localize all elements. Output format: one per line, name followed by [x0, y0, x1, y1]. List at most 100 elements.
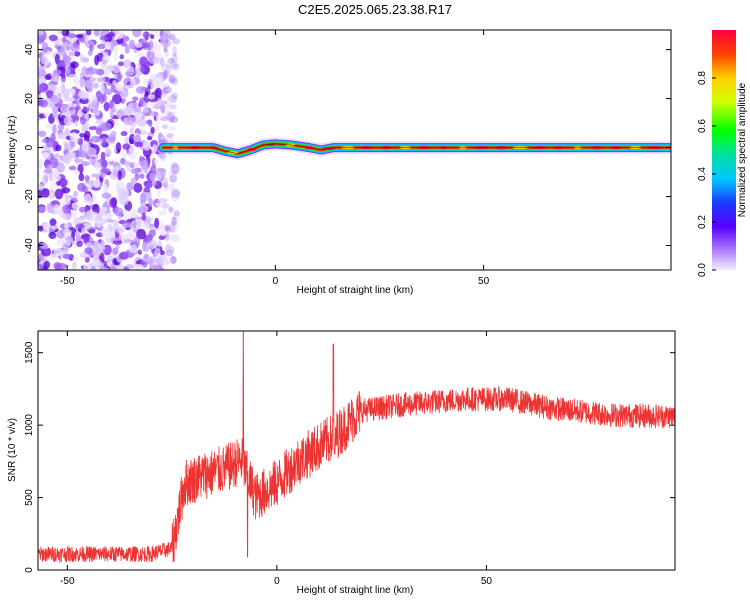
noise-blob	[147, 255, 157, 265]
noise-blob	[168, 95, 177, 103]
noise-blob	[38, 94, 42, 101]
noise-blob	[110, 130, 117, 137]
noise-blob	[158, 198, 168, 204]
noise-blob	[130, 78, 136, 88]
noise-blob	[65, 67, 71, 75]
noise-blob	[154, 103, 161, 108]
noise-blob	[120, 131, 128, 137]
noise-blob	[152, 57, 160, 64]
noise-blob	[81, 227, 87, 235]
noise-blob	[130, 213, 135, 218]
noise-blob	[171, 169, 177, 175]
snr-panel: -50 0 50 0 500 1000 1500 Height of straight l…	[7, 330, 676, 596]
noise-blob	[71, 141, 76, 148]
noise-blob	[144, 91, 149, 97]
noise-blob	[95, 161, 102, 171]
noise-blob	[148, 197, 153, 208]
noise-blob	[168, 223, 176, 233]
noise-blob	[56, 40, 64, 46]
noise-blob	[112, 236, 122, 241]
noise-blob	[126, 182, 134, 192]
noise-blob	[87, 49, 93, 56]
noise-blob	[127, 150, 138, 160]
noise-blob	[46, 203, 55, 214]
noise-blob	[167, 114, 172, 119]
plot-frame	[37, 29, 672, 271]
noise-blob	[161, 63, 172, 75]
noise-blob	[46, 164, 54, 170]
noise-blob	[101, 83, 105, 94]
noise-blob	[68, 106, 74, 111]
noise-blob	[166, 241, 173, 252]
noise-blob	[112, 93, 122, 105]
x-axis-label: Height of straight line (km)	[297, 585, 414, 596]
noise-blob	[38, 66, 46, 77]
noise-blob	[38, 130, 47, 137]
colorbar-tick-label: 0.0	[697, 263, 708, 277]
noise-blob	[132, 96, 139, 102]
noise-blob	[99, 239, 105, 248]
noise-blob	[129, 127, 135, 134]
noise-blob	[144, 234, 153, 243]
noise-blob	[62, 36, 67, 43]
noise-blob	[60, 104, 69, 114]
noise-blob	[83, 193, 93, 205]
noise-blob	[164, 63, 173, 69]
noise-blob	[111, 106, 117, 113]
noise-blob	[115, 83, 124, 92]
noise-blob	[106, 64, 114, 71]
noise-blob	[138, 155, 144, 166]
noise-blob	[100, 267, 110, 270]
noise-blob	[38, 206, 46, 214]
noise-blob	[59, 178, 68, 188]
colorbar-tick-label: 0.6	[697, 119, 708, 133]
noise-blob	[81, 185, 88, 193]
noise-blob	[113, 52, 118, 61]
noise-blob	[115, 142, 122, 153]
noise-blob	[171, 189, 181, 198]
noise-blob	[167, 58, 175, 64]
noise-blob	[110, 264, 115, 270]
noise-blob	[168, 206, 174, 213]
noise-blob	[64, 222, 69, 229]
noise-blob	[69, 132, 79, 142]
noise-blob	[78, 173, 85, 182]
noise-blob	[142, 140, 151, 151]
noise-blob	[95, 127, 103, 135]
noise-blob	[171, 226, 178, 233]
noise-blob	[52, 105, 58, 114]
noise-blob	[74, 51, 81, 57]
noise-blob	[44, 168, 53, 174]
noise-blob	[162, 86, 172, 94]
noise-blob	[166, 30, 172, 38]
noise-blob	[46, 99, 54, 108]
noise-blob	[96, 77, 107, 83]
noise-blob	[155, 121, 160, 132]
y-tick-label: 40	[24, 44, 35, 56]
x-axis-label: Height of straight line (km)	[297, 285, 414, 296]
noise-blob	[38, 225, 44, 232]
noise-blob	[171, 216, 177, 226]
noise-blob	[170, 161, 179, 170]
noise-blob	[75, 223, 85, 229]
y-tick-label: 500	[24, 489, 35, 506]
noise-blob	[171, 92, 179, 100]
noise-blob	[135, 42, 143, 48]
noise-blob	[159, 257, 167, 268]
noise-blob	[150, 126, 155, 134]
noise-blob	[136, 219, 142, 228]
noise-blob	[152, 45, 161, 55]
noise-blob	[160, 121, 168, 129]
noise-blob	[166, 183, 176, 191]
noise-blob	[84, 79, 93, 88]
noise-blob	[153, 158, 159, 166]
noise-blob	[170, 255, 177, 264]
x-tick-label: -50	[60, 276, 75, 287]
x-tick-label: 0	[274, 576, 280, 587]
noise-blob	[91, 173, 101, 178]
noise-blob	[127, 43, 135, 49]
noise-blob	[89, 44, 94, 52]
noise-blob	[48, 84, 58, 91]
noise-blob	[171, 53, 178, 63]
noise-blob	[166, 94, 173, 105]
